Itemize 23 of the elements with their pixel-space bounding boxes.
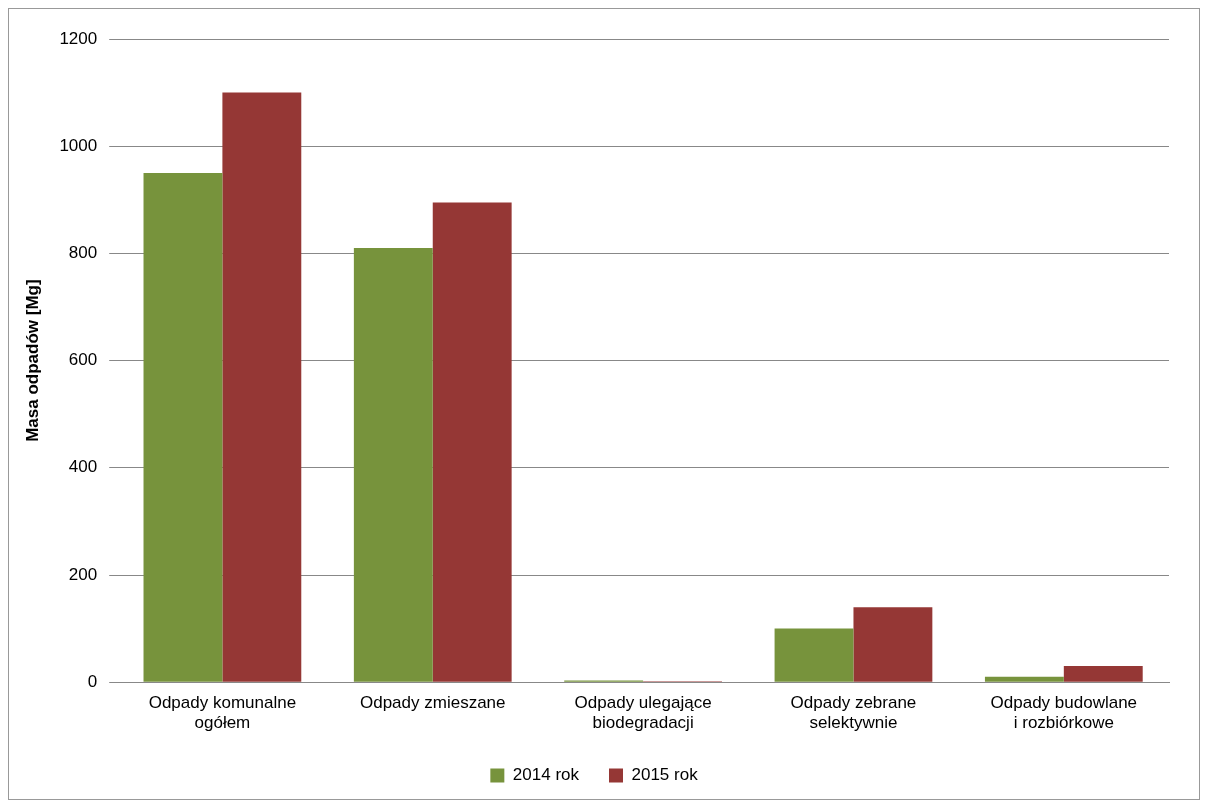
bar — [353, 248, 433, 682]
y-tick-label: 600 — [68, 350, 98, 370]
x-tick-label: Odpady komunalne ogółem — [148, 693, 297, 733]
bar — [1063, 666, 1143, 682]
bar — [222, 92, 302, 682]
legend-label: 2014 rok — [512, 765, 580, 785]
x-tick-label: Odpady zmieszane — [359, 693, 506, 713]
bar — [984, 676, 1064, 682]
y-tick-label: 200 — [68, 564, 98, 584]
y-tick-label: 0 — [87, 671, 98, 691]
x-tick-label: Odpady ulegające biodegradacji — [574, 693, 712, 733]
bar — [774, 628, 854, 682]
y-axis-title: Masa odpadów [Mg] — [22, 279, 42, 442]
bar — [143, 173, 223, 682]
y-tick-label: 1200 — [59, 28, 98, 48]
legend-label: 2015 rok — [631, 765, 699, 785]
bar — [853, 607, 933, 682]
y-tick-label: 800 — [68, 243, 98, 263]
x-tick-label: Odpady zebrane selektywnie — [790, 693, 917, 733]
bar — [432, 202, 512, 682]
x-tick-label: Odpady budowlane i rozbiórkowe — [990, 693, 1138, 733]
y-tick-label: 1000 — [59, 135, 98, 155]
y-tick-label: 400 — [68, 457, 98, 477]
